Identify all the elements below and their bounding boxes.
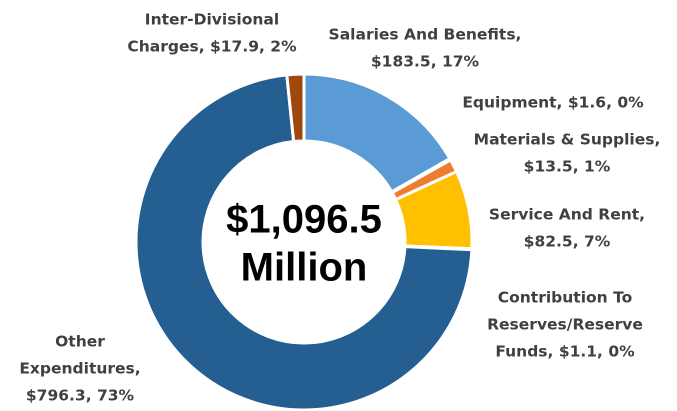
center-label: Million <box>241 246 368 290</box>
data-label: Charges, $17.9, 2% <box>127 38 297 56</box>
data-label: $82.5, 7% <box>524 233 611 251</box>
data-label: Funds, $1.1, 0% <box>495 343 635 361</box>
data-label: Other <box>55 333 105 351</box>
slice <box>134 73 474 411</box>
data-label: $796.3, 73% <box>26 387 135 405</box>
data-label: $13.5, 1% <box>524 158 611 176</box>
data-label: Service And Rent, <box>489 206 645 224</box>
data-label: Inter-Divisional <box>145 11 279 29</box>
data-label: $183.5, 17% <box>371 53 480 71</box>
data-label: Materials & Supplies, <box>474 131 661 149</box>
slice <box>285 72 306 144</box>
center-label: $1,096.5 <box>226 198 382 242</box>
data-label: Reserves/Reserve <box>487 316 643 334</box>
data-label: Expenditures, <box>19 360 140 378</box>
data-label: Salaries And Benefits, <box>329 26 522 44</box>
data-label: Equipment, $1.6, 0% <box>462 94 644 112</box>
data-label: Contribution To <box>498 289 633 307</box>
